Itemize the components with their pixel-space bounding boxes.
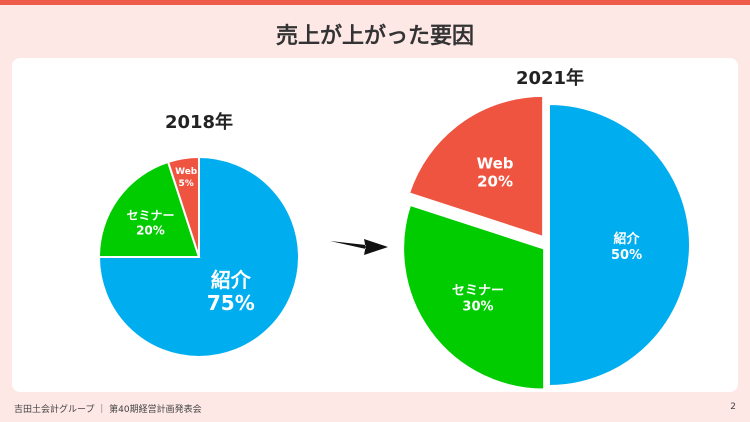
slide-title: 売上が上がった要因 xyxy=(275,24,474,49)
pie-slice-referral xyxy=(548,102,691,388)
slice-value-web: 20% xyxy=(477,173,513,191)
page-number: 2 xyxy=(730,402,736,412)
slice-value-referral: 75% xyxy=(207,291,255,315)
slice-label-referral: 紹介 xyxy=(614,231,641,247)
slice-value-seminar: 30% xyxy=(462,300,493,315)
footer-text: 吉田土会計グループ ｜ 第40期経営計画発表会 xyxy=(14,405,202,415)
pie-slice-seminar xyxy=(97,160,201,258)
top-accent-bar xyxy=(0,0,750,5)
slice-label-web: Web xyxy=(477,155,514,173)
pie-slice-web xyxy=(166,155,200,258)
slice-label-seminar: セミナー xyxy=(126,209,174,223)
slice-value-web: 5% xyxy=(179,179,194,189)
slice-value-seminar: 20% xyxy=(136,224,165,238)
slice-value-referral: 50% xyxy=(611,248,642,263)
pie-slice-web xyxy=(407,94,545,239)
slice-label-referral: 紹介 xyxy=(211,268,252,292)
slice-label-web: Web xyxy=(175,167,198,177)
right-arrow-icon xyxy=(330,239,388,255)
chart-title-2018: 2018年 xyxy=(165,111,233,133)
chart-title-2021: 2021年 xyxy=(516,67,584,89)
slice-label-seminar: セミナー xyxy=(452,284,504,299)
pie-slice-seminar xyxy=(402,203,546,391)
